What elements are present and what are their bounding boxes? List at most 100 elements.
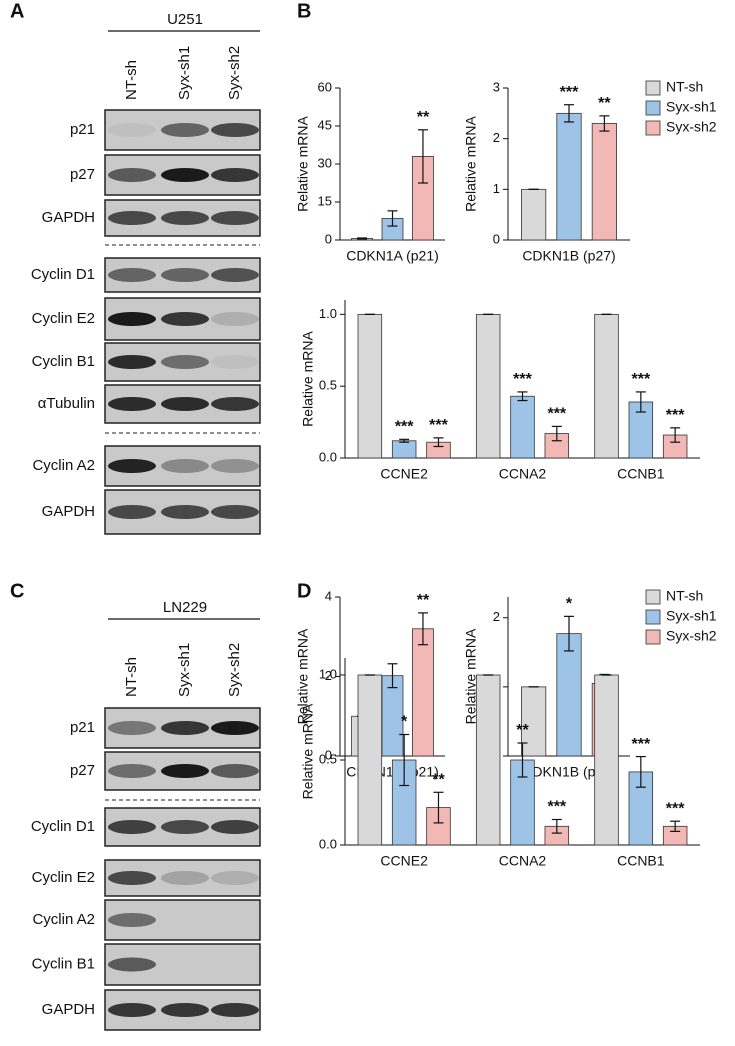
bar (594, 313, 619, 459)
blot-band (211, 459, 259, 473)
y-tick-label: 60 (318, 79, 332, 94)
legend-label: Syx-sh1 (666, 99, 717, 115)
significance: *** (513, 371, 532, 388)
blot-band (161, 211, 209, 225)
blot-band (108, 913, 156, 927)
blot-band (161, 721, 209, 735)
bar (475, 674, 501, 846)
blot-band (108, 459, 156, 473)
lane-label: Syx-sh1 (176, 643, 193, 697)
blot-band (161, 820, 209, 834)
blot-band (211, 312, 259, 326)
y-tick-label: 1.0 (319, 306, 337, 321)
blot-band (211, 211, 259, 225)
significance: ** (516, 722, 529, 739)
row-label: Cyclin B1 (32, 353, 95, 370)
blot-band (108, 312, 156, 326)
x-tick-label: CDKN1A (p21) (346, 248, 439, 264)
blot-band (161, 505, 209, 519)
significance: *** (631, 371, 650, 388)
significance: * (566, 596, 573, 613)
bar (594, 674, 619, 846)
blot-band (161, 168, 209, 182)
cell-line-label: U251 (167, 11, 203, 28)
y-tick-label: 2 (325, 668, 332, 683)
y-axis-label: Relative mRNA (463, 628, 479, 724)
row-label: Cyclin D1 (31, 266, 95, 283)
row-label: Cyclin E2 (32, 310, 95, 327)
blot-band (108, 505, 156, 519)
y-tick-label: 0.5 (319, 378, 337, 393)
legend-swatch (645, 609, 661, 625)
panel-letter: A (10, 0, 24, 22)
significance: ** (417, 109, 430, 126)
bar (475, 313, 501, 459)
x-tick-label: CCNE2 (380, 853, 428, 869)
blot-band (211, 764, 259, 778)
blot-band (161, 1003, 209, 1017)
significance: ** (598, 95, 611, 112)
y-tick-label: 45 (318, 117, 332, 132)
blot-band (108, 764, 156, 778)
panel-letter: C (10, 580, 24, 602)
legend-swatch (645, 120, 661, 136)
y-tick-label: 4 (325, 588, 332, 603)
blot-band (108, 123, 156, 137)
legend-label: Syx-sh1 (666, 608, 717, 624)
legend-swatch (645, 100, 661, 116)
legend-swatch (645, 80, 661, 96)
x-tick-label: CCNB1 (617, 466, 665, 482)
row-label: GAPDH (42, 503, 95, 520)
significance: *** (666, 800, 685, 817)
y-tick-label: 1.0 (319, 666, 337, 681)
blot-band (211, 355, 259, 369)
significance: *** (547, 799, 566, 816)
bar (510, 395, 535, 459)
legend-label: Syx-sh2 (666, 119, 717, 135)
panel-letter: D (297, 580, 311, 602)
blot-band (108, 721, 156, 735)
blot-band (161, 268, 209, 282)
blot-band (161, 871, 209, 885)
x-tick-label: CDKN1B (p27) (522, 764, 615, 780)
bar (556, 633, 582, 757)
panel-letter: B (297, 0, 311, 22)
x-tick-label: CCNB1 (617, 853, 665, 869)
blot-band (108, 820, 156, 834)
row-label: p21 (70, 121, 95, 138)
lane-label: NT-sh (123, 60, 140, 100)
x-tick-label: CCNA2 (499, 853, 547, 869)
blot-band (211, 505, 259, 519)
blot-band (211, 871, 259, 885)
blot-strip (104, 859, 261, 897)
blot-band (108, 397, 156, 411)
y-tick-label: 2 (493, 130, 500, 145)
lane-label: NT-sh (123, 657, 140, 697)
y-tick-label: 2 (493, 609, 500, 624)
row-label: p27 (70, 762, 95, 779)
lane-label: Syx-sh1 (176, 46, 193, 100)
y-axis-label: Relative mRNA (295, 628, 311, 724)
blot-band (211, 268, 259, 282)
y-axis-label: Relative mRNA (295, 116, 311, 212)
row-label: Cyclin A2 (32, 911, 95, 928)
blot-band (108, 355, 156, 369)
x-tick-label: CCNE2 (380, 466, 428, 482)
x-tick-label: CCNA2 (499, 466, 547, 482)
blot-band (108, 957, 156, 972)
blot-band (211, 397, 259, 411)
y-tick-label: 30 (318, 155, 332, 170)
blot-band (108, 211, 156, 225)
y-tick-label: 1 (493, 181, 500, 196)
blot-band (211, 123, 259, 137)
blot-band (161, 764, 209, 778)
y-axis-label: Relative mRNA (300, 703, 316, 799)
legend-swatch (645, 629, 661, 645)
blot-band (108, 168, 156, 182)
blot-band (161, 397, 209, 411)
legend-label: NT-sh (666, 588, 703, 604)
bar (521, 686, 547, 757)
y-axis-label: Relative mRNA (463, 116, 479, 212)
bar (556, 112, 582, 241)
lane-label: Syx-sh2 (226, 46, 243, 100)
